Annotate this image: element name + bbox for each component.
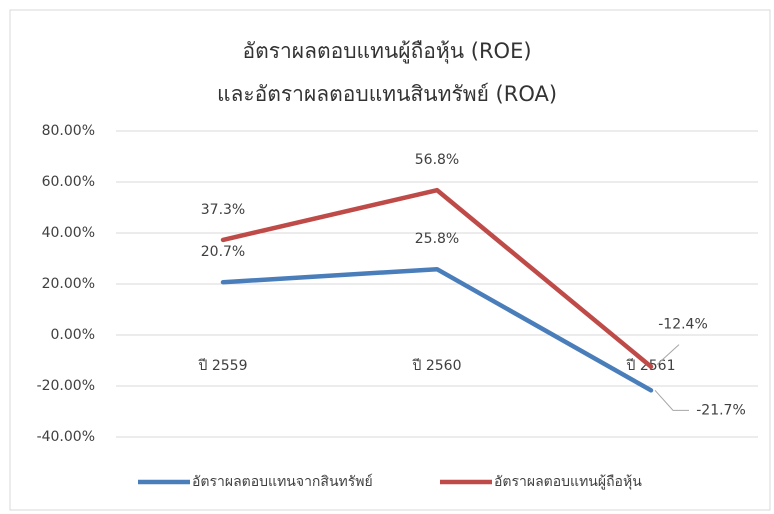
series-line — [220, 187, 654, 369]
data-label: -21.7% — [696, 402, 746, 418]
legend-label: อัตราผลตอบแทนผู้ถือหุ้น — [494, 474, 642, 490]
y-tick-label: 0.00% — [51, 327, 95, 343]
y-tick-label: -40.00% — [37, 429, 95, 445]
y-tick-label: 60.00% — [42, 174, 95, 190]
x-tick-label: ปี 2560 — [412, 358, 461, 374]
y-tick-label: -20.00% — [37, 378, 95, 394]
chart-border — [9, 9, 771, 511]
leader-line — [656, 344, 680, 365]
data-label: 37.3% — [201, 202, 245, 218]
chart-title: อัตราผลตอบแทนผู้ถือหุ้น (ROE) — [242, 39, 531, 64]
chart-title: และอัตราผลตอบแทนสินทรัพย์ (ROA) — [217, 82, 557, 106]
y-tick-label: 80.00% — [42, 123, 95, 139]
data-label: 20.7% — [201, 244, 245, 260]
leader-line — [654, 390, 689, 411]
y-tick-label: 40.00% — [42, 225, 95, 241]
legend-label: อัตราผลตอบแทนจากสินทรัพย์ — [192, 473, 373, 490]
data-label: -12.4% — [658, 317, 708, 333]
y-tick-label: 20.00% — [42, 276, 95, 292]
data-label: 56.8% — [415, 152, 459, 168]
data-label: 25.8% — [415, 231, 459, 247]
x-tick-label: ปี 2559 — [198, 358, 247, 374]
series-line — [220, 266, 654, 393]
